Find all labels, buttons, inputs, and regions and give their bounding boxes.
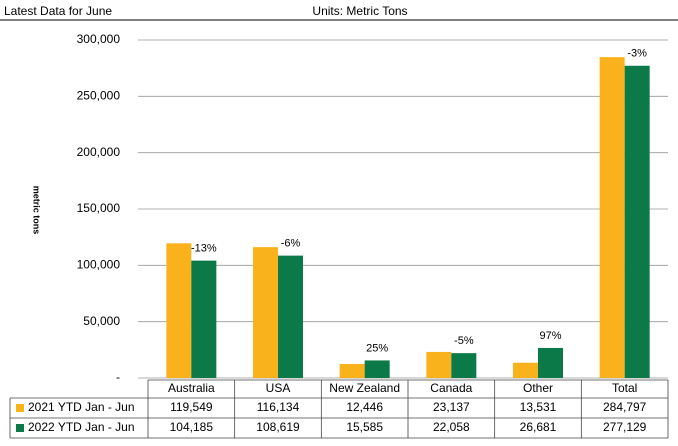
x-tick-label: USA: [266, 381, 291, 395]
bar: [339, 363, 365, 378]
bar: [191, 260, 217, 378]
x-tick-label: New Zealand: [329, 381, 400, 395]
table-value: 12,446: [346, 400, 383, 414]
bar: [624, 65, 650, 378]
change-label: 25%: [366, 342, 388, 354]
y-axis-label: metric tons: [32, 186, 42, 235]
legend-label: 2021 YTD Jan - Jun: [28, 400, 135, 414]
table-value: 15,585: [346, 420, 383, 434]
y-tick-label: -: [116, 370, 120, 384]
table-value: 119,549: [170, 400, 213, 414]
bar: [253, 247, 278, 378]
bar: [513, 362, 538, 378]
table-value: 22,058: [433, 420, 470, 434]
change-label: -13%: [191, 243, 217, 255]
bar: [599, 57, 625, 378]
bar: [451, 353, 477, 378]
change-label: -3%: [627, 48, 647, 60]
bar: [426, 351, 452, 378]
subtitle-left: Latest Data for June: [4, 4, 112, 18]
table-value: 104,185: [170, 420, 214, 434]
table-value: 284,797: [603, 400, 647, 414]
change-label: 97%: [539, 330, 561, 342]
table-value: 13,531: [520, 400, 557, 414]
y-tick-label: 150,000: [77, 201, 121, 215]
x-tick-label: Other: [523, 381, 553, 395]
y-tick-label: 300,000: [77, 32, 121, 46]
table-value: 23,137: [433, 400, 470, 414]
y-tick-label: 200,000: [77, 145, 121, 159]
legend-label: 2022 YTD Jan - Jun: [28, 420, 135, 434]
table-value: 116,134: [257, 400, 300, 414]
y-tick-label: 50,000: [83, 314, 120, 328]
legend-swatch: [16, 404, 24, 412]
y-tick-label: 100,000: [77, 258, 121, 272]
x-tick-label: Total: [612, 381, 637, 395]
legend-swatch: [16, 424, 24, 432]
x-tick-label: Australia: [168, 381, 215, 395]
change-label: -5%: [454, 335, 474, 347]
table-value: 26,681: [520, 420, 557, 434]
x-tick-label: Canada: [430, 381, 472, 395]
bar: [278, 255, 303, 378]
bar: [364, 360, 390, 378]
table-value: 277,129: [603, 420, 647, 434]
y-tick-label: 250,000: [77, 89, 121, 103]
bar: [166, 243, 192, 378]
change-label: -6%: [281, 238, 301, 250]
subtitle-center: Units: Metric Tons: [312, 4, 407, 18]
bar: [538, 347, 563, 378]
table-value: 108,619: [256, 420, 300, 434]
